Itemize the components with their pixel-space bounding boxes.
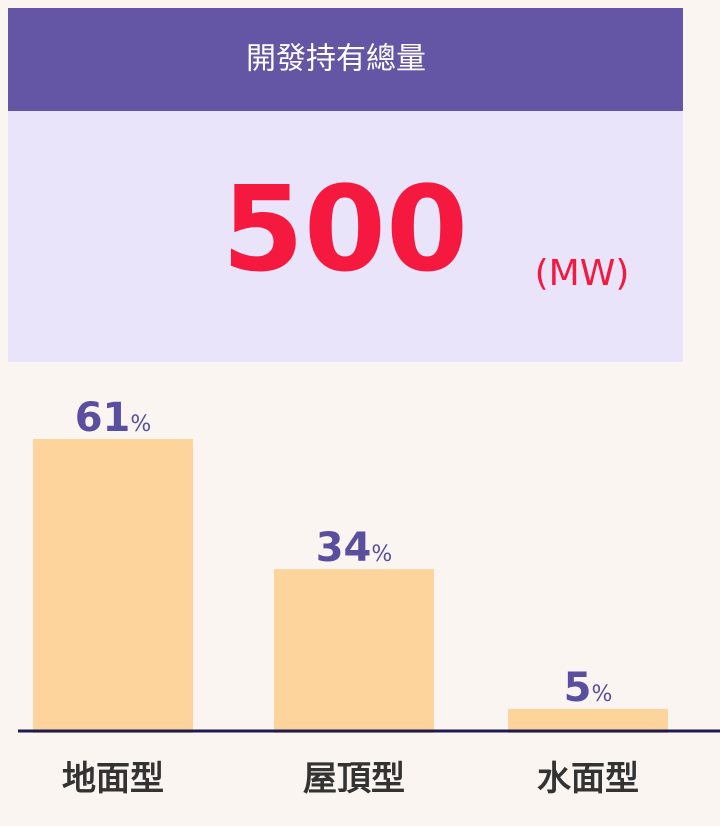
header-bar: [8, 8, 683, 111]
category-label: 水面型: [537, 759, 639, 799]
category-label: 地面型: [62, 759, 164, 799]
bar: [33, 438, 193, 733]
total-unit: (MW): [535, 253, 630, 294]
total-value: 500: [222, 160, 468, 298]
value-label: 61%: [75, 395, 152, 441]
header-title: 開發持有總量: [246, 42, 426, 77]
bar: [508, 708, 668, 733]
category-label: 屋頂型: [303, 759, 405, 799]
value-label: 5%: [564, 665, 613, 711]
total-panel: [8, 111, 683, 362]
bar: [274, 569, 434, 733]
value-label: 34%: [316, 525, 393, 571]
